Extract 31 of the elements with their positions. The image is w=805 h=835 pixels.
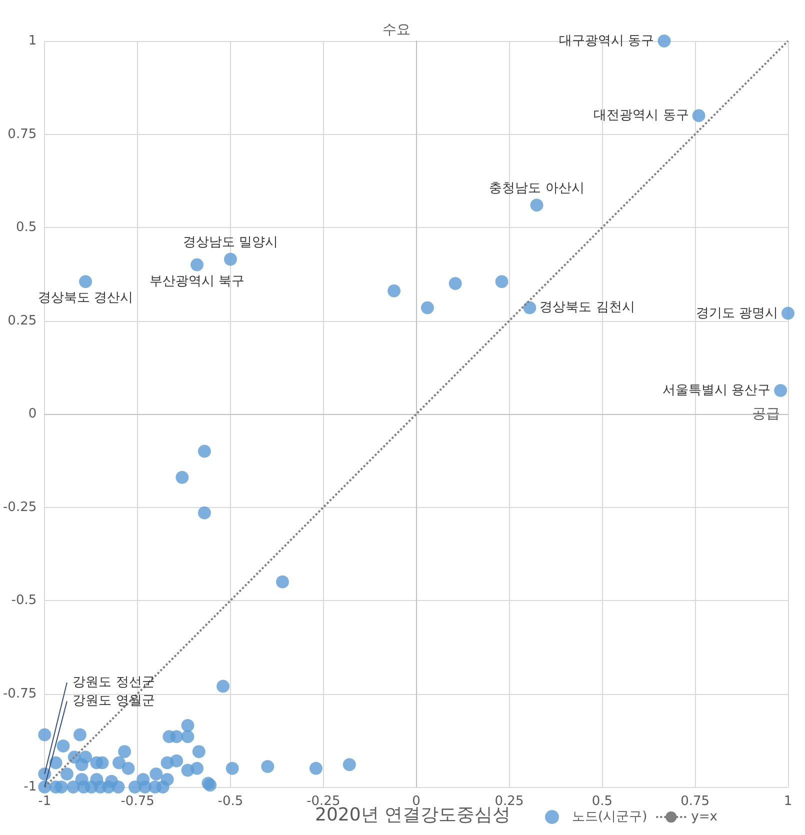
y-tick-label: -1: [24, 780, 37, 794]
text: 2020년 연결강도중심성: [315, 804, 511, 826]
x-tick-label: -0.75: [120, 794, 154, 809]
x-tick-label: -0.5: [218, 794, 244, 809]
x-axis-title: 공급: [752, 406, 780, 422]
legend-label: 노드(시군구): [572, 810, 648, 824]
x-tick-label: 0.75: [680, 794, 710, 809]
annotation: 충청남도 아산시: [489, 181, 584, 196]
annotation: 대구광역시 동구: [559, 34, 654, 48]
y-axis-title: 수요: [382, 22, 410, 38]
annotation: 경상북도 경산시: [38, 290, 134, 306]
y-tick-label: -0.75: [2, 686, 37, 702]
annotation: 부산광역시 북구: [149, 274, 245, 289]
annotation: 강원도 정선군: [72, 675, 155, 690]
y-tick-label: 0.75: [8, 126, 37, 142]
x-tick-label: 1: [784, 794, 792, 809]
legend-label: y=x: [691, 810, 718, 824]
y-tick-label: 0.25: [8, 313, 37, 328]
annotation: 경상북도 김천시: [540, 300, 635, 316]
annotation: 강원도 영월군: [72, 694, 155, 709]
y-tick-label: 1: [28, 34, 37, 48]
y-tick-label: 0.5: [16, 220, 37, 235]
y-tick-label: 0: [28, 406, 37, 422]
annotation: 서울특별시 용산구: [662, 383, 771, 398]
x-tick-label: -1: [38, 794, 52, 809]
annotation: 경상남도 밀양시: [182, 235, 278, 250]
y-tick-label: -0.5: [11, 593, 37, 608]
x-tick-label: 0.5: [592, 794, 613, 809]
annotation: 경기도 광명시: [696, 306, 778, 321]
annotation: 대전광역시 동구: [594, 108, 689, 124]
y-tick-label: -0.25: [2, 500, 37, 515]
